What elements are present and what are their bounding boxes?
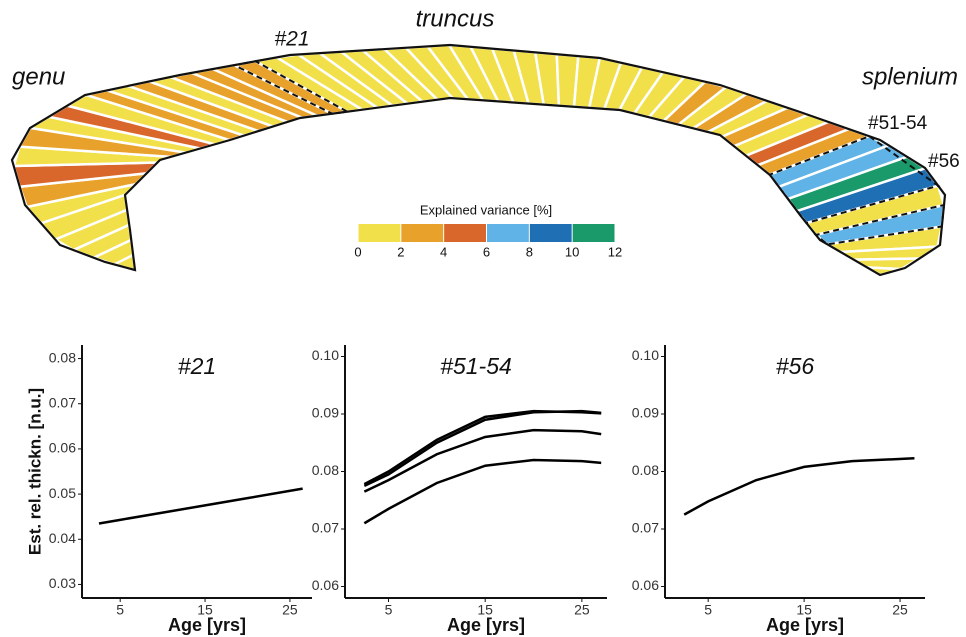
x-tick-label: 15 — [477, 602, 493, 618]
x-axis-label: Age [yrs] — [766, 615, 844, 635]
splenium-label: splenium — [862, 63, 958, 90]
x-tick-label: 25 — [282, 602, 298, 618]
y-tick-label: 0.08 — [49, 349, 76, 365]
y-tick-label: 0.08 — [632, 462, 659, 478]
colorbar-bin — [572, 224, 615, 242]
x-tick-label: 5 — [704, 602, 712, 618]
y-tick-label: 0.08 — [312, 462, 339, 478]
callosum-outline — [10, 43, 947, 277]
x-tick-label: 25 — [892, 602, 908, 618]
colorbar-bin — [443, 224, 487, 242]
y-tick-label: 0.04 — [49, 530, 76, 546]
colorbar-tick-label: 0 — [354, 244, 361, 259]
segment-label: #51-54 — [868, 113, 928, 134]
y-axis-label: Est. rel. thickn. [n.u.] — [25, 388, 44, 555]
genu-label: genu — [12, 63, 65, 90]
colorbar-tick-label: 10 — [565, 244, 579, 259]
colorbar-bin — [529, 224, 573, 242]
x-tick-label: 5 — [116, 602, 124, 618]
colorbar-tick-label: 6 — [483, 244, 490, 259]
x-tick-label: 25 — [574, 602, 590, 618]
data-line — [363, 458, 602, 525]
colorbar-tick-label: 2 — [397, 244, 404, 259]
data-line — [683, 457, 915, 516]
dashed-box — [813, 203, 946, 246]
x-tick-label: 15 — [197, 602, 213, 618]
dashed-box — [768, 135, 941, 225]
truncus-label: truncus — [416, 5, 495, 32]
dashed-box — [231, 60, 351, 115]
y-tick-label: 0.06 — [312, 577, 339, 593]
y-tick-label: 0.06 — [632, 577, 659, 593]
data-line — [363, 428, 602, 493]
data-line — [98, 487, 303, 525]
colorbar-tick-label: 12 — [608, 244, 622, 259]
y-tick-label: 0.09 — [632, 405, 659, 421]
x-axis-label: Age [yrs] — [447, 615, 525, 635]
y-tick-label: 0.05 — [49, 485, 76, 501]
colorbar-tick-label: 4 — [440, 244, 447, 259]
y-tick-label: 0.09 — [312, 405, 339, 421]
colorbar-bin — [486, 224, 530, 242]
segment-label: #56 — [928, 151, 960, 172]
segment-label: #21 — [274, 28, 309, 51]
y-tick-label: 0.07 — [49, 394, 76, 410]
y-tick-label: 0.07 — [312, 520, 339, 536]
x-tick-label: 15 — [796, 602, 812, 618]
colorbar-bin — [358, 224, 401, 242]
y-tick-label: 0.10 — [632, 347, 659, 363]
x-axis-label: Age [yrs] — [168, 615, 246, 635]
chart-title: #56 — [776, 353, 815, 379]
chart-title: #51-54 — [440, 353, 512, 379]
x-tick-label: 5 — [385, 602, 393, 618]
y-tick-label: 0.06 — [49, 440, 76, 456]
data-line — [363, 409, 602, 488]
colorbar-title: Explained variance [%] — [420, 202, 552, 217]
colorbar-tick-label: 8 — [526, 244, 533, 259]
y-tick-label: 0.07 — [632, 520, 659, 536]
y-tick-label: 0.03 — [49, 575, 76, 591]
y-tick-label: 0.10 — [312, 347, 339, 363]
colorbar-bin — [400, 224, 444, 242]
chart-title: #21 — [178, 353, 216, 379]
